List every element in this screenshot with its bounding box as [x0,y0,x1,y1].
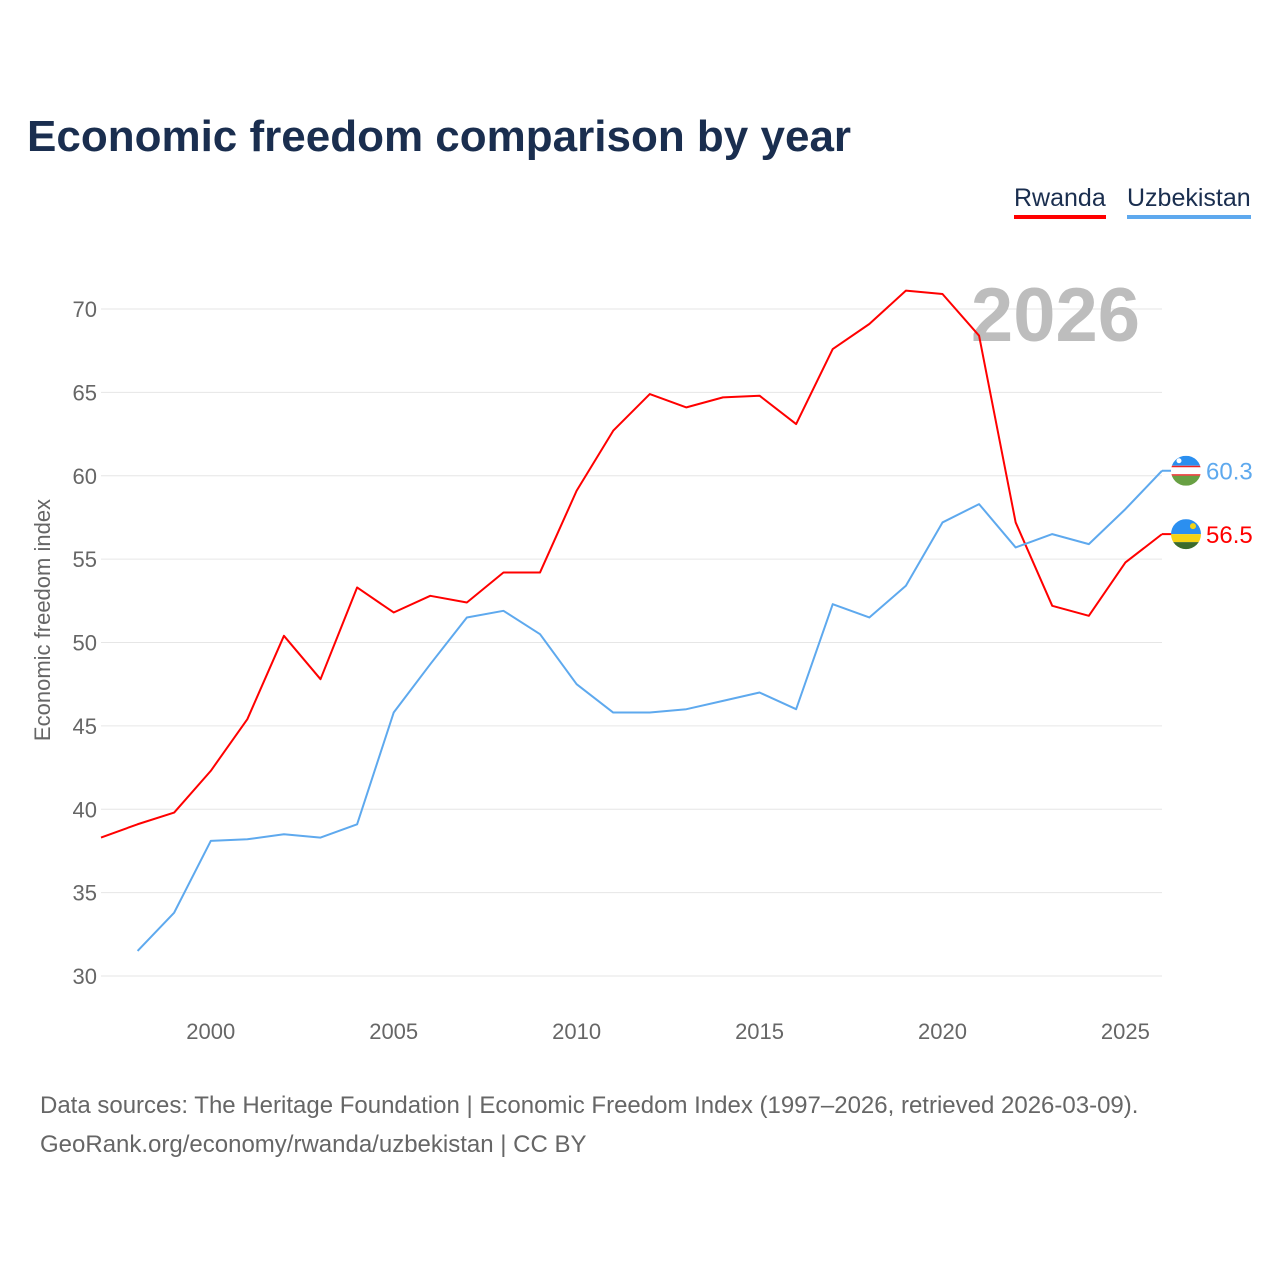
chart-title: Economic freedom comparison by year [27,112,852,161]
y-tick-label: 40 [73,797,97,822]
y-axis-label: Economic freedom index [30,499,55,741]
end-value-label-rwanda: 56.5 [1206,522,1253,549]
year-watermark: 2026 [971,273,1140,358]
y-tick-label: 65 [73,380,97,405]
end-value-label-uzbekistan: 60.3 [1206,459,1253,486]
footer-link[interactable]: GeoRank.org/economy/rwanda/uzbekistan | … [40,1131,587,1158]
y-tick-label: 70 [73,297,97,322]
y-tick-label: 50 [73,631,97,656]
x-tick-label: 2000 [186,1019,235,1044]
x-tick-label: 2015 [735,1019,784,1044]
footer-sources: Data sources: The Heritage Foundation | … [40,1092,1139,1119]
x-tick-label: 2005 [369,1019,418,1044]
y-tick-label: 55 [73,547,97,572]
y-tick-label: 35 [73,881,97,906]
y-tick-label: 60 [73,464,97,489]
uzbekistan-flag-icon [1171,455,1201,486]
rwanda-flag-icon [1171,519,1201,550]
footer: Data sources: The Heritage Foundation | … [40,1086,1138,1164]
y-tick-label: 45 [73,714,97,739]
series-line-uzbekistan [136,470,1163,952]
legend-rwanda[interactable]: Rwanda [1014,184,1106,219]
y-tick-label: 30 [73,964,97,989]
series-line-rwanda [100,289,1163,839]
x-tick-label: 2010 [552,1019,601,1044]
x-tick-label: 2020 [918,1019,967,1044]
legend-uzbekistan[interactable]: Uzbekistan [1127,184,1251,219]
x-tick-label: 2025 [1101,1019,1150,1044]
